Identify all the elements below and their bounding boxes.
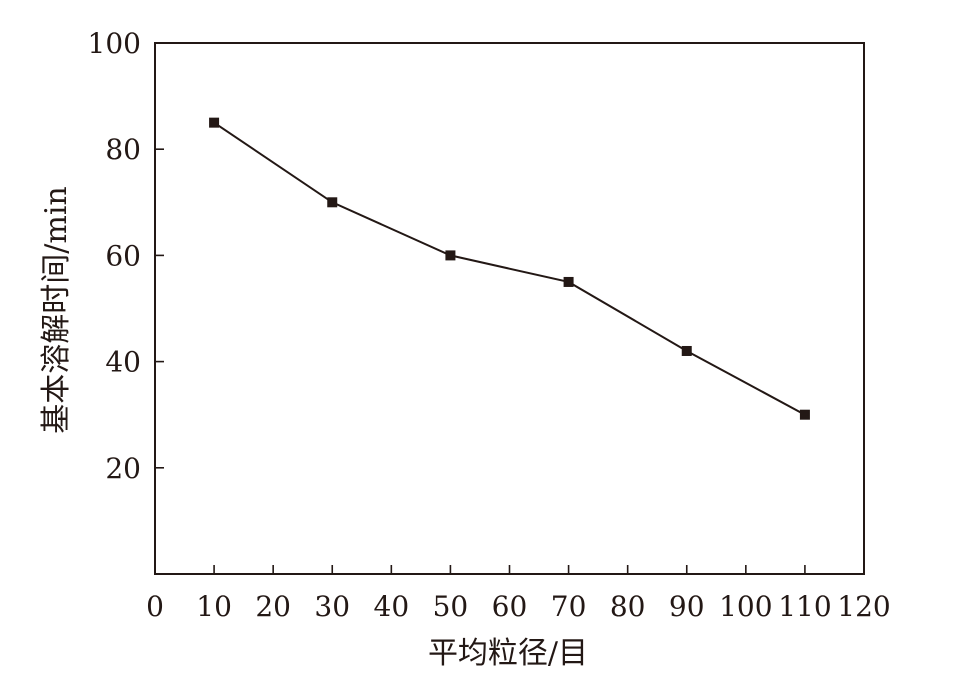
x-tick-label: 10 bbox=[196, 590, 232, 623]
x-tick-label: 40 bbox=[374, 590, 410, 623]
chart-axes bbox=[154, 42, 865, 575]
x-axis-ticks: 0 10 20 30 40 50 60 70 80 90 100 110 120 bbox=[146, 565, 891, 623]
data-point bbox=[563, 276, 574, 287]
x-tick-label: 70 bbox=[551, 590, 587, 623]
y-axis-ticks: 20 40 60 80 100 bbox=[88, 27, 164, 485]
x-tick-label: 20 bbox=[255, 590, 291, 623]
x-tick-label: 80 bbox=[610, 590, 646, 623]
x-tick-label: 30 bbox=[314, 590, 350, 623]
y-tick-label: 80 bbox=[105, 133, 141, 166]
x-tick-label: 110 bbox=[778, 590, 831, 623]
y-tick-label: 20 bbox=[105, 452, 141, 485]
data-point bbox=[209, 117, 220, 128]
x-tick-label: 90 bbox=[669, 590, 705, 623]
x-tick-label: 100 bbox=[719, 590, 772, 623]
data-point bbox=[681, 345, 692, 356]
y-tick-label: 60 bbox=[105, 239, 141, 272]
series-line bbox=[213, 121, 806, 416]
data-point bbox=[445, 250, 456, 261]
y-tick-label: 40 bbox=[105, 346, 141, 379]
x-tick-label: 50 bbox=[433, 590, 469, 623]
x-tick-label: 0 bbox=[146, 590, 164, 623]
plot-frame bbox=[154, 42, 865, 575]
x-axis-title: 平均粒径/目 bbox=[428, 636, 588, 671]
y-tick-label: 100 bbox=[88, 27, 141, 60]
data-point bbox=[327, 197, 338, 208]
data-point bbox=[799, 409, 810, 420]
x-tick-label: 60 bbox=[492, 590, 528, 623]
series-layer bbox=[209, 117, 810, 420]
y-axis-title: 基本溶解时间/min bbox=[39, 186, 74, 433]
x-tick-label: 120 bbox=[837, 590, 890, 623]
